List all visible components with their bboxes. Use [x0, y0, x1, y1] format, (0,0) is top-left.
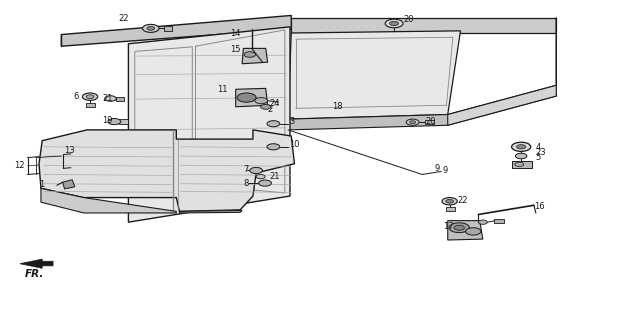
Circle shape	[454, 225, 465, 230]
Text: 12: 12	[15, 161, 25, 170]
Polygon shape	[63, 180, 75, 189]
Circle shape	[143, 24, 159, 32]
Text: 6: 6	[73, 92, 79, 101]
Text: 23: 23	[536, 148, 547, 157]
Polygon shape	[448, 18, 556, 125]
Polygon shape	[20, 259, 53, 268]
Text: 19: 19	[102, 116, 112, 125]
Polygon shape	[242, 49, 268, 64]
Text: 16: 16	[534, 202, 545, 211]
Polygon shape	[41, 188, 176, 213]
Text: 22: 22	[118, 14, 129, 23]
Polygon shape	[119, 119, 129, 124]
Polygon shape	[164, 26, 172, 31]
Circle shape	[267, 144, 280, 150]
Text: 14: 14	[230, 29, 240, 38]
Circle shape	[410, 121, 416, 124]
Text: 7: 7	[243, 165, 248, 174]
Text: 5: 5	[536, 153, 541, 163]
Circle shape	[244, 52, 255, 57]
Polygon shape	[179, 210, 242, 213]
Circle shape	[442, 197, 458, 205]
Circle shape	[108, 119, 121, 125]
Polygon shape	[511, 161, 532, 168]
Circle shape	[147, 27, 155, 30]
Text: 11: 11	[217, 85, 227, 94]
Polygon shape	[236, 88, 268, 107]
Text: 3: 3	[289, 117, 295, 126]
Text: 17: 17	[444, 222, 454, 231]
Circle shape	[256, 175, 265, 179]
Polygon shape	[39, 130, 294, 211]
Circle shape	[255, 98, 268, 104]
Polygon shape	[493, 219, 504, 223]
Circle shape	[406, 119, 419, 125]
Text: 21: 21	[103, 94, 113, 103]
Polygon shape	[446, 207, 456, 211]
Circle shape	[390, 21, 399, 26]
Circle shape	[250, 167, 262, 174]
Text: 4: 4	[536, 143, 541, 152]
Text: 22: 22	[458, 196, 468, 205]
Polygon shape	[61, 15, 291, 46]
Circle shape	[516, 145, 525, 149]
Polygon shape	[129, 27, 290, 222]
Polygon shape	[291, 18, 556, 33]
Circle shape	[515, 162, 524, 167]
Polygon shape	[426, 120, 434, 124]
Text: 13: 13	[65, 146, 75, 155]
Text: 20: 20	[403, 15, 413, 24]
Circle shape	[267, 121, 280, 127]
Text: FR.: FR.	[25, 269, 44, 279]
Circle shape	[105, 96, 116, 101]
Text: 9: 9	[435, 164, 440, 173]
Circle shape	[86, 95, 94, 99]
Polygon shape	[86, 103, 95, 107]
Polygon shape	[116, 97, 124, 101]
Text: 24: 24	[269, 99, 280, 108]
Circle shape	[515, 153, 527, 159]
Circle shape	[466, 228, 481, 235]
Polygon shape	[288, 85, 556, 130]
Circle shape	[260, 104, 271, 109]
Text: 21: 21	[269, 171, 280, 180]
Circle shape	[83, 93, 98, 100]
Polygon shape	[448, 221, 483, 240]
Polygon shape	[288, 31, 461, 119]
Circle shape	[385, 19, 403, 28]
Circle shape	[449, 223, 469, 233]
Text: 1: 1	[39, 180, 44, 189]
Text: 8: 8	[243, 179, 248, 188]
Text: 2: 2	[268, 105, 273, 114]
Text: 20: 20	[426, 117, 436, 126]
Text: 9: 9	[443, 166, 448, 175]
Circle shape	[237, 93, 256, 102]
Text: 15: 15	[230, 45, 240, 54]
Circle shape	[478, 220, 487, 224]
Circle shape	[446, 199, 454, 203]
Circle shape	[259, 180, 271, 186]
Circle shape	[511, 142, 531, 151]
Text: 10: 10	[289, 140, 300, 149]
Text: 18: 18	[332, 102, 342, 111]
